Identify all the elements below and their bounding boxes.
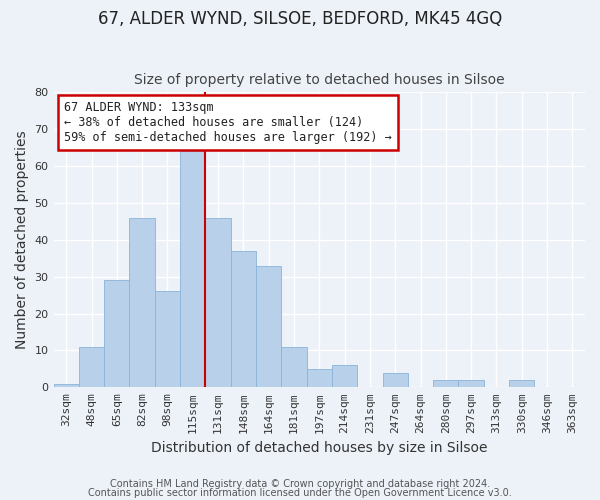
Bar xyxy=(433,380,458,388)
Text: Contains public sector information licensed under the Open Government Licence v3: Contains public sector information licen… xyxy=(88,488,512,498)
Bar xyxy=(180,152,205,388)
Text: 67, ALDER WYND, SILSOE, BEDFORD, MK45 4GQ: 67, ALDER WYND, SILSOE, BEDFORD, MK45 4G… xyxy=(98,10,502,28)
Bar xyxy=(79,346,104,388)
Y-axis label: Number of detached properties: Number of detached properties xyxy=(15,130,29,349)
Bar xyxy=(205,218,230,388)
Title: Size of property relative to detached houses in Silsoe: Size of property relative to detached ho… xyxy=(134,73,505,87)
Bar xyxy=(383,372,408,388)
Text: Contains HM Land Registry data © Crown copyright and database right 2024.: Contains HM Land Registry data © Crown c… xyxy=(110,479,490,489)
Bar xyxy=(332,365,357,388)
Bar xyxy=(53,384,79,388)
Text: 67 ALDER WYND: 133sqm
← 38% of detached houses are smaller (124)
59% of semi-det: 67 ALDER WYND: 133sqm ← 38% of detached … xyxy=(64,101,392,144)
Bar xyxy=(458,380,484,388)
Bar xyxy=(155,292,180,388)
X-axis label: Distribution of detached houses by size in Silsoe: Distribution of detached houses by size … xyxy=(151,441,488,455)
Bar xyxy=(104,280,130,388)
Bar xyxy=(281,346,307,388)
Bar xyxy=(130,218,155,388)
Bar xyxy=(509,380,535,388)
Bar xyxy=(230,251,256,388)
Bar xyxy=(256,266,281,388)
Bar xyxy=(307,369,332,388)
